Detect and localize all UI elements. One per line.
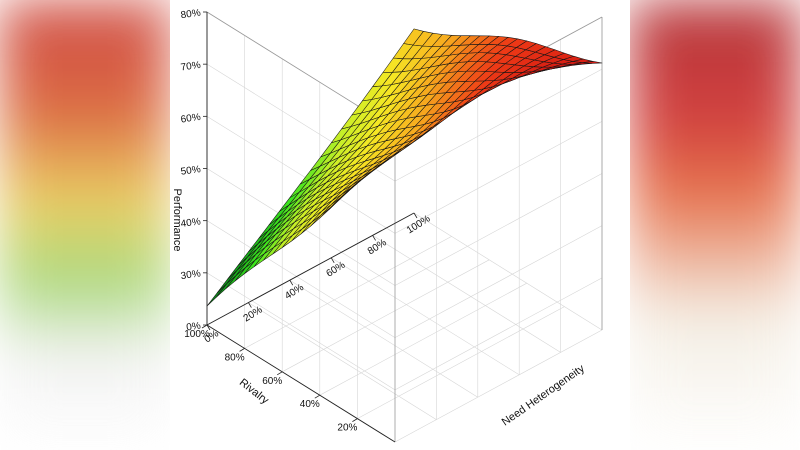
floor-grid-line [319,282,527,396]
floor-grid-line [394,329,603,443]
wall-grid-line [206,272,396,391]
surface-plot-panel: Performance Need Heterogeneity Rivalry 0… [170,0,630,450]
y-tick-label: 80% [225,352,245,363]
y-tick-mark [239,348,245,352]
x-tick-mark [330,257,335,264]
x-tick-label: 40% [283,282,306,302]
wall-grid-line [394,121,603,234]
wall-grid-line [394,225,603,338]
z-tick-label: 50% [180,164,201,178]
floor-grid-line [248,302,437,420]
y-tick-mark [314,394,321,399]
surface-cell [206,283,228,307]
axis-labels: Performance Need Heterogeneity Rivalry [171,189,587,429]
y-tick-mark [276,371,283,376]
blurred-right-border [630,0,800,450]
z-tick-label: 80% [180,8,201,22]
floor-grid-line [413,212,603,331]
z-axis-label: Performance [171,189,183,252]
floor-grid-line [372,235,561,353]
x-tick-label: 100% [405,213,433,236]
floor-grid-line [357,306,565,419]
blurred-left-border [0,0,170,450]
wall-grid-line [206,116,396,234]
floor-grid-line [289,279,478,398]
z-tick-label: 0% [186,321,202,334]
surface-cell [216,275,237,298]
x-tick-label: 20% [242,304,265,324]
x-tick-mark [206,324,211,331]
y-tick-label: 60% [262,376,282,387]
surface-chart: Performance Need Heterogeneity Rivalry 0… [171,8,603,443]
z-tick-label: 70% [180,60,201,74]
floor-grid-line [244,236,452,349]
x-tick-mark [248,302,252,308]
floor-grid-line [282,259,490,373]
y-tick-label: 40% [300,399,320,410]
surface-cell [403,28,424,46]
x-axis-line [206,212,415,326]
x-tick-label: 80% [366,237,389,257]
y-tick-label: 100% [184,329,210,340]
z-tick-label: 60% [180,112,201,126]
x-tick-mark [413,212,418,219]
y-tick-mark [201,324,208,329]
x-tick-label: 60% [324,260,347,280]
floor-grid-line [331,257,520,376]
surface [206,28,603,307]
x-tick-mark [372,235,376,241]
y-tick-label: 20% [337,423,357,434]
wall-grid-line [394,68,603,182]
x-axis-label: Need Heterogeneity [500,362,587,428]
wall-grid-line [394,173,603,286]
wall-grid-line [394,277,603,391]
x-tick-mark [289,279,294,286]
z-tick-label: 30% [180,268,201,282]
y-axis-line [206,324,396,443]
y-tick-mark [352,418,358,422]
wall-grid-line [206,220,396,338]
z-tick-label: 40% [180,216,201,230]
